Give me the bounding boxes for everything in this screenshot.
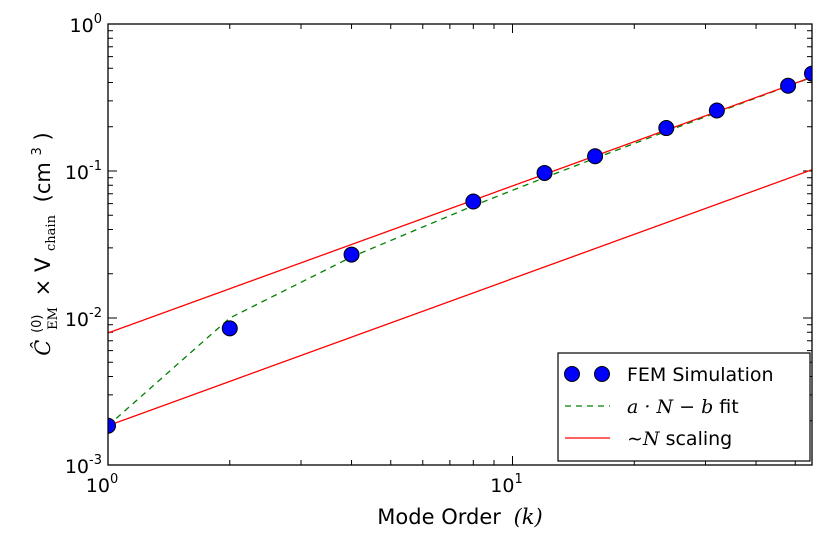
legend-label-fit-suffix: fit xyxy=(713,396,738,418)
fem-point xyxy=(587,148,604,165)
legend: FEM Simulation a · N − b fit ∼N scaling xyxy=(557,352,811,462)
y-tick-label: 10-1 xyxy=(65,159,102,184)
y-tick-label: 10-3 xyxy=(65,453,102,478)
fem-point xyxy=(780,77,797,94)
fem-point xyxy=(658,120,675,137)
y-label-sup: (0) xyxy=(30,315,45,333)
legend-label-scaling-suffix: scaling xyxy=(660,428,733,450)
fem-point xyxy=(221,320,238,337)
x-tick-label: 100 xyxy=(86,472,118,497)
legend-marker-fem-1 xyxy=(564,366,580,382)
legend-marker-fem-2 xyxy=(594,366,610,382)
y-label-times: × V xyxy=(31,257,55,296)
y-label-sub2: chain xyxy=(44,214,59,251)
y-axis-label: Ĉ (0) EM × V chain (cm 3 ) xyxy=(22,132,62,355)
tick-labels: 100 101 10-3 10-2 10-1 100 xyxy=(65,12,523,497)
y-label-unit: (cm xyxy=(31,162,55,202)
x-axis-label: Mode Order (k) xyxy=(377,505,542,529)
legend-label-fem: FEM Simulation xyxy=(627,364,774,386)
scaling-line xyxy=(108,76,812,334)
legend-label-scaling: ∼N scaling xyxy=(627,428,732,450)
legend-label-fit-math: a · N − b xyxy=(627,396,713,418)
fem-point xyxy=(536,164,553,181)
y-label-sub: EM xyxy=(46,307,61,330)
y-label-unit-close: ) xyxy=(31,132,55,140)
y-label-unit-exp: 3 xyxy=(30,147,45,155)
legend-label-fit: a · N − b fit xyxy=(627,396,739,418)
series-layer xyxy=(108,65,812,434)
scaling-line xyxy=(108,169,812,427)
y-tick-label: 100 xyxy=(70,12,102,37)
fem-point xyxy=(465,193,482,210)
y-label-c: Ĉ xyxy=(30,340,55,356)
fem-point xyxy=(804,65,812,82)
x-tick-label: 101 xyxy=(490,472,522,497)
fem-point xyxy=(343,246,360,263)
plot-frame xyxy=(107,23,813,466)
legend-label-scaling-math: ∼N xyxy=(627,428,661,450)
x-axis-label-text: Mode Order xyxy=(377,505,501,529)
fem-point xyxy=(108,417,116,434)
x-axis-label-var: (k) xyxy=(514,505,543,529)
y-tick-label: 10-2 xyxy=(65,306,102,331)
fem-point xyxy=(708,102,725,119)
